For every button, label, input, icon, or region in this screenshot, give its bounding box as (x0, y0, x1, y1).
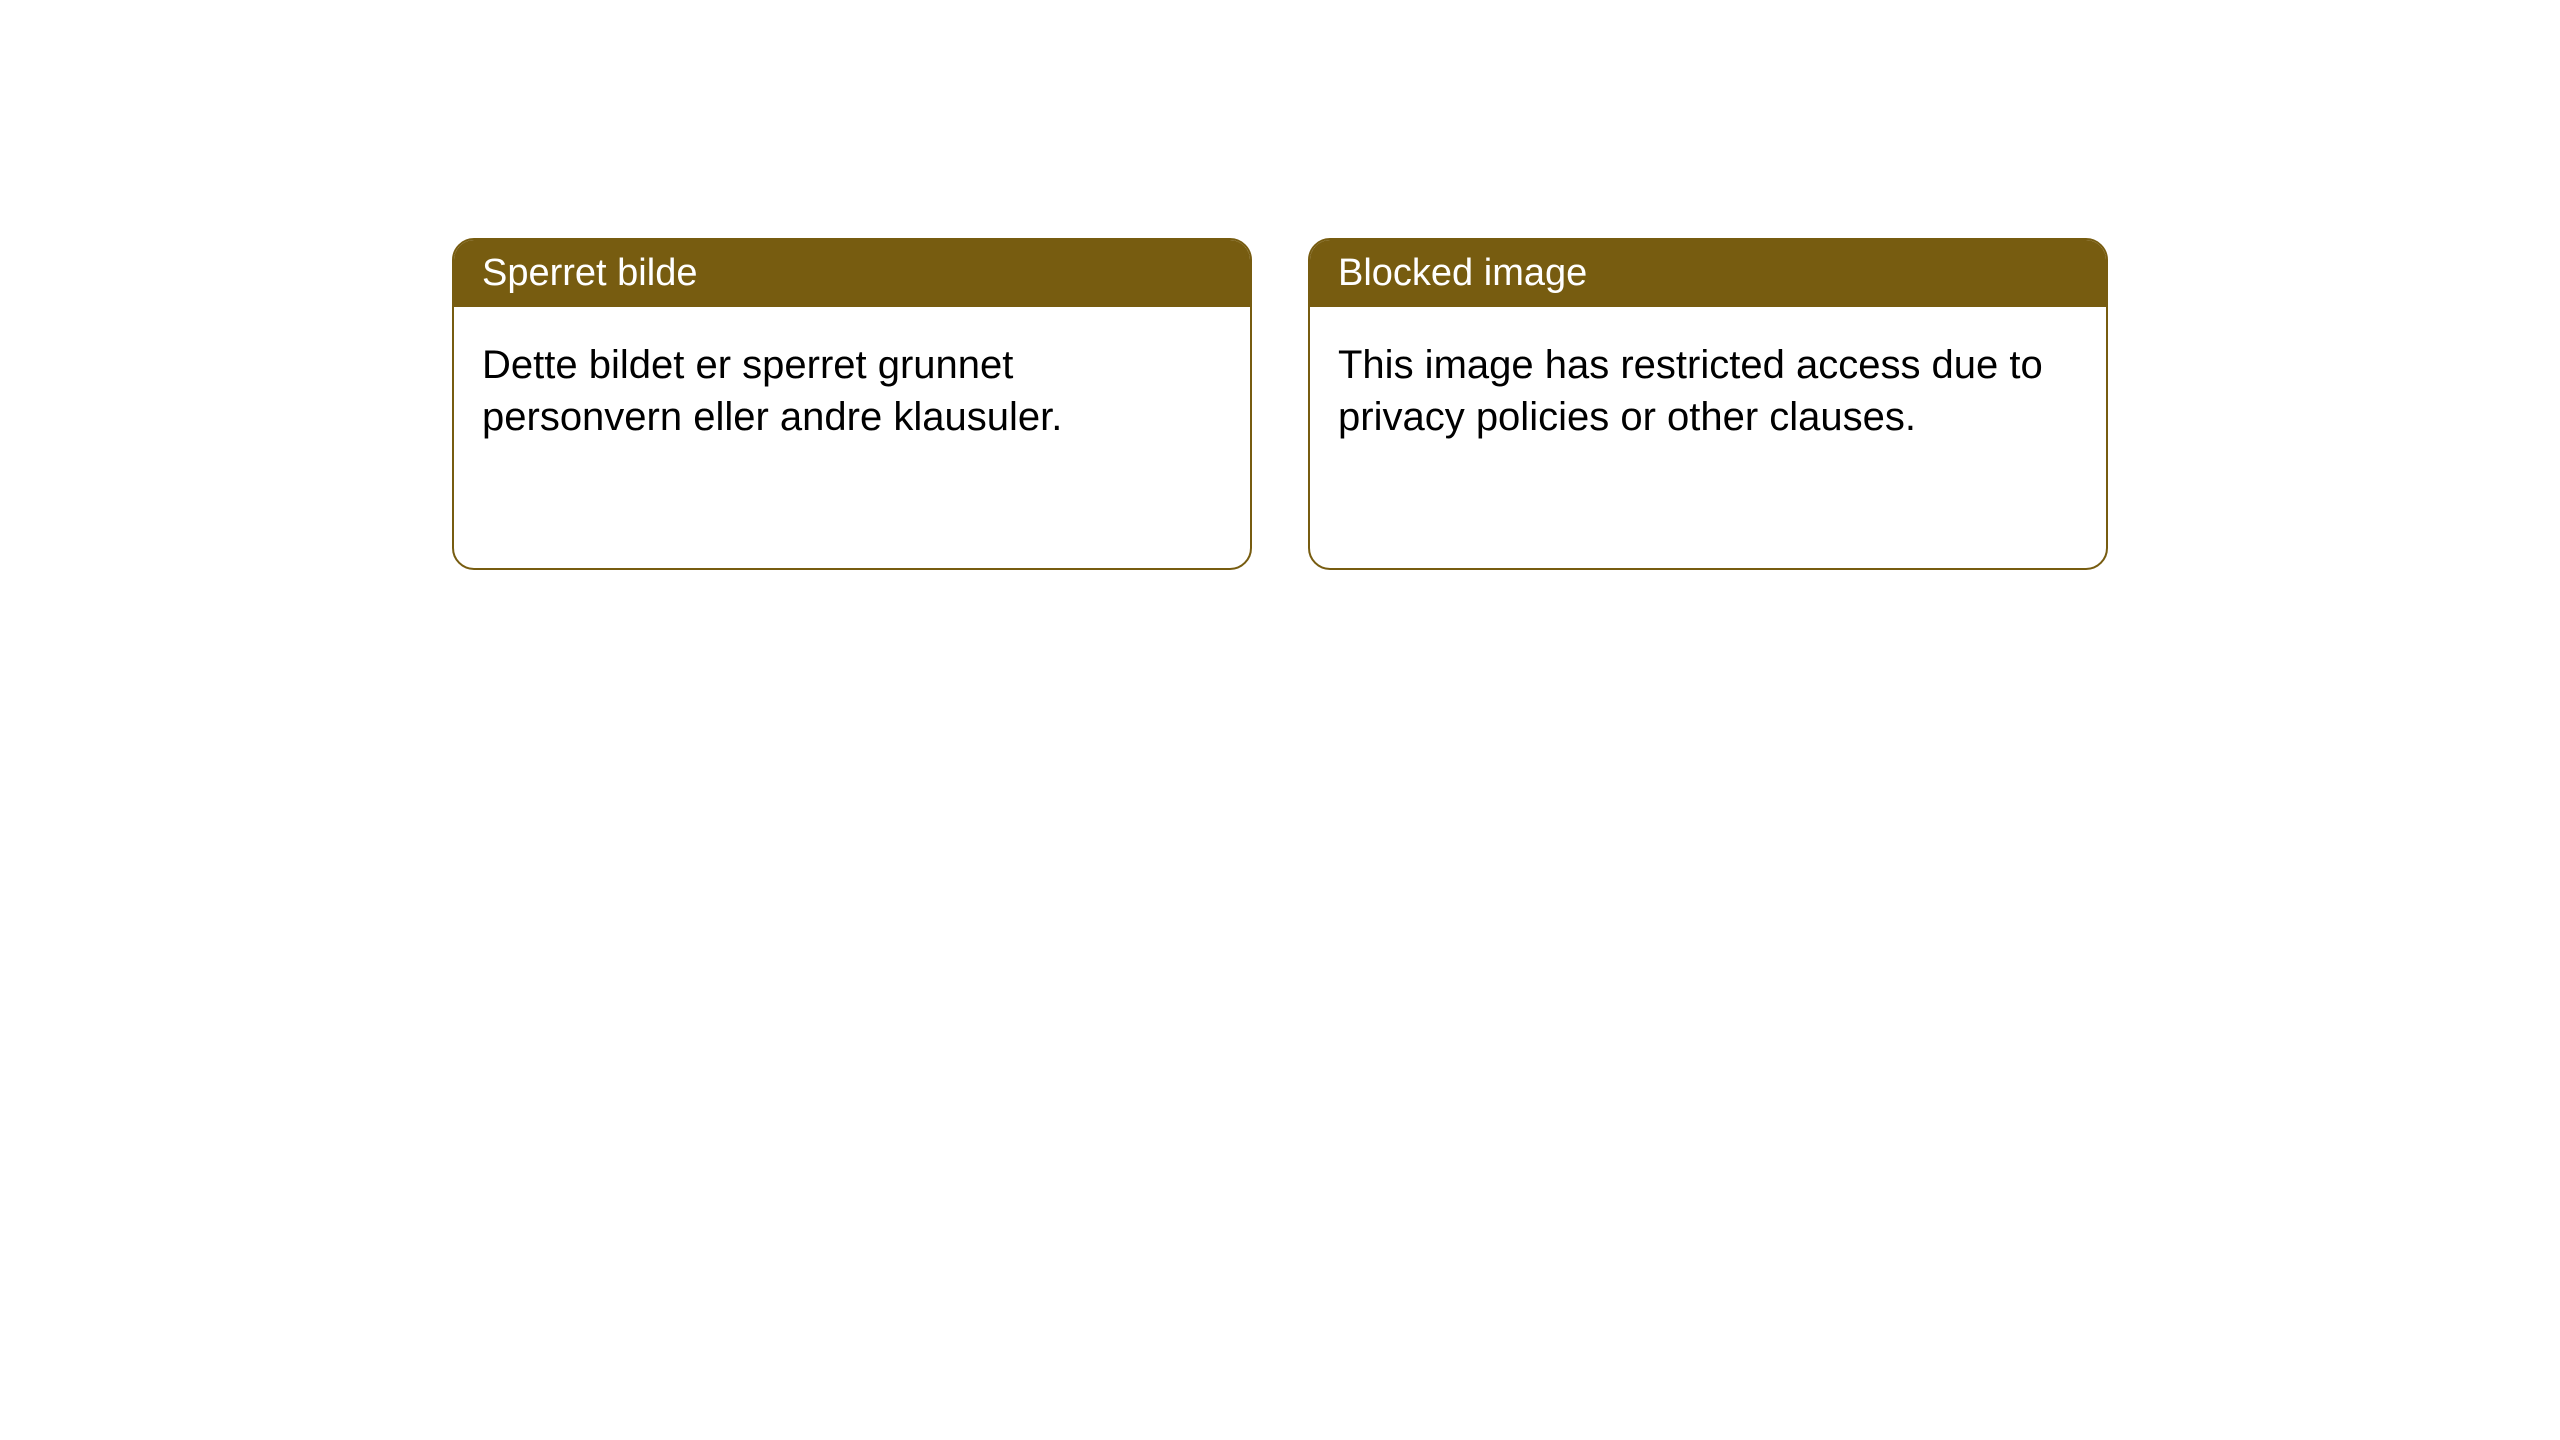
notice-body: Dette bildet er sperret grunnet personve… (454, 307, 1250, 475)
notice-header: Sperret bilde (454, 240, 1250, 307)
notice-title: Blocked image (1338, 252, 1587, 294)
notice-header: Blocked image (1310, 240, 2106, 307)
notice-title: Sperret bilde (482, 252, 697, 294)
notice-body-text: Dette bildet er sperret grunnet personve… (482, 343, 1062, 439)
notice-card-norwegian: Sperret bilde Dette bildet er sperret gr… (452, 238, 1252, 570)
notice-container: Sperret bilde Dette bildet er sperret gr… (452, 238, 2108, 570)
notice-body: This image has restricted access due to … (1310, 307, 2106, 475)
notice-card-english: Blocked image This image has restricted … (1308, 238, 2108, 570)
notice-body-text: This image has restricted access due to … (1338, 343, 2043, 439)
